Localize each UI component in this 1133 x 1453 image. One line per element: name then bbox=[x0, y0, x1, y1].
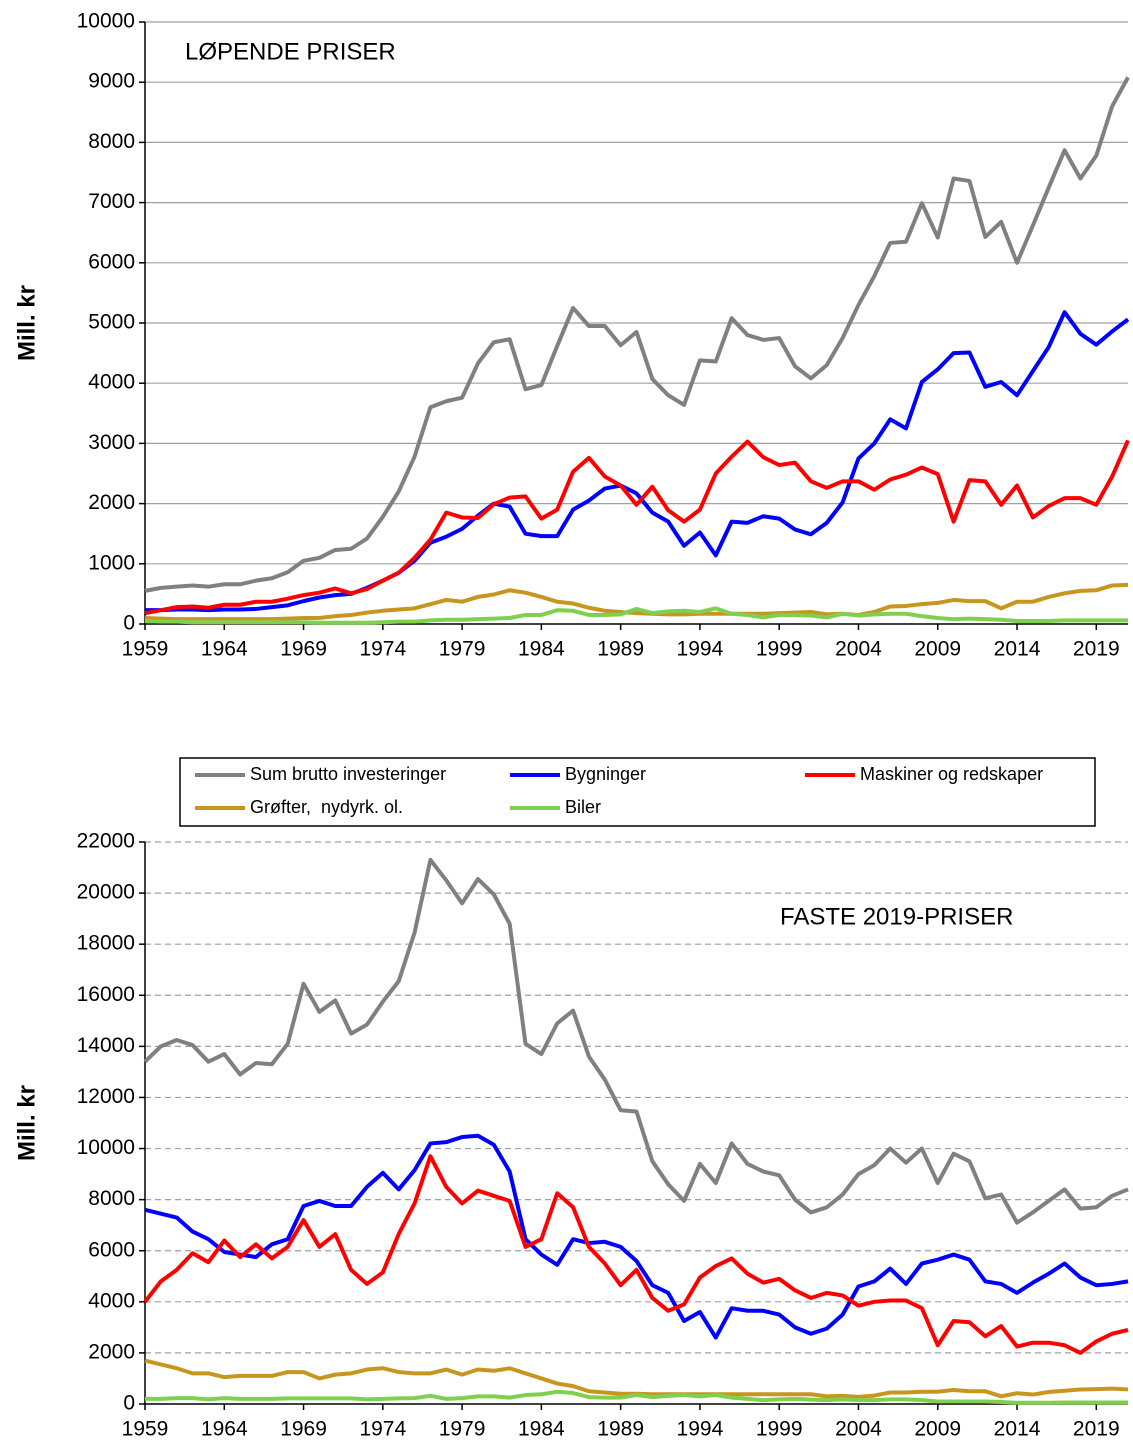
legend-label: Maskiner og redskaper bbox=[860, 764, 1043, 784]
x-tick-label: 1984 bbox=[518, 1418, 565, 1441]
y-axis-label: Mill. kr bbox=[13, 285, 40, 361]
x-tick-label: 1999 bbox=[756, 638, 803, 661]
x-tick-label: 1964 bbox=[201, 1418, 248, 1441]
x-tick-label: 1994 bbox=[677, 638, 724, 661]
series-line bbox=[144, 1358, 1129, 1399]
x-tick-label: 2019 bbox=[1073, 638, 1120, 661]
x-tick-label: 2009 bbox=[914, 1418, 961, 1441]
x-tick-label: 2014 bbox=[994, 1418, 1041, 1441]
x-tick-label: 2004 bbox=[835, 1418, 882, 1441]
x-tick-label: 1979 bbox=[439, 1418, 486, 1441]
y-tick-label: 0 bbox=[123, 1392, 135, 1415]
y-tick-label: 3000 bbox=[88, 431, 135, 454]
x-tick-label: 1959 bbox=[122, 1418, 169, 1441]
x-tick-label: 1994 bbox=[677, 1418, 724, 1441]
legend-label: Grøfter, nydyrk. ol. bbox=[250, 797, 403, 817]
y-tick-label: 10000 bbox=[77, 1136, 135, 1159]
y-axis-label: Mill. kr bbox=[13, 1085, 40, 1161]
series-line bbox=[145, 1389, 1128, 1405]
y-tick-label: 8000 bbox=[88, 1187, 135, 1210]
y-tick-label: 8000 bbox=[88, 130, 135, 153]
x-tick-label: 1959 bbox=[122, 638, 169, 661]
legend-label: Biler bbox=[565, 797, 601, 817]
y-tick-label: 9000 bbox=[88, 70, 135, 93]
y-tick-label: 14000 bbox=[77, 1034, 135, 1057]
x-tick-label: 1989 bbox=[597, 638, 644, 661]
x-tick-label: 1999 bbox=[756, 1418, 803, 1441]
legend-box bbox=[179, 757, 1096, 827]
x-tick-label: 2019 bbox=[1073, 1418, 1120, 1441]
y-tick-label: 1000 bbox=[88, 551, 135, 574]
y-tick-label: 20000 bbox=[77, 881, 135, 904]
series-line bbox=[144, 606, 1128, 625]
y-tick-label: 22000 bbox=[77, 830, 135, 853]
y-tick-label: 7000 bbox=[88, 190, 135, 213]
x-tick-label: 1969 bbox=[280, 638, 327, 661]
y-tick-label: 0 bbox=[123, 612, 135, 635]
chart-title: FASTE 2019-PRISER bbox=[780, 903, 1013, 930]
y-tick-label: 4000 bbox=[88, 1289, 135, 1312]
y-tick-label: 16000 bbox=[77, 983, 135, 1006]
y-tick-label: 5000 bbox=[88, 311, 135, 334]
x-tick-label: 1989 bbox=[597, 1418, 644, 1441]
y-tick-label: 6000 bbox=[88, 1238, 135, 1261]
series-line bbox=[143, 857, 1129, 1225]
x-tick-label: 1974 bbox=[359, 638, 406, 661]
series-line bbox=[145, 310, 1130, 613]
y-tick-label: 18000 bbox=[77, 932, 135, 955]
series-line bbox=[144, 439, 1130, 616]
x-tick-label: 2014 bbox=[994, 638, 1041, 661]
y-tick-label: 2000 bbox=[88, 491, 135, 514]
chart-title: LØPENDE PRISER bbox=[185, 38, 396, 65]
series-line bbox=[144, 582, 1129, 622]
series-line bbox=[144, 76, 1130, 593]
x-tick-label: 1964 bbox=[201, 638, 248, 661]
series-line bbox=[143, 1154, 1129, 1355]
legend-label: Sum brutto investeringer bbox=[250, 764, 446, 784]
legend-label: Bygninger bbox=[565, 764, 646, 784]
x-tick-label: 2009 bbox=[914, 638, 961, 661]
y-tick-label: 2000 bbox=[88, 1340, 135, 1363]
series-line bbox=[144, 1133, 1129, 1340]
y-tick-label: 6000 bbox=[88, 250, 135, 273]
x-tick-label: 2004 bbox=[835, 638, 882, 661]
x-tick-label: 1974 bbox=[359, 1418, 406, 1441]
x-tick-label: 1979 bbox=[439, 638, 486, 661]
x-tick-label: 1969 bbox=[280, 1418, 327, 1441]
y-tick-label: 12000 bbox=[77, 1085, 135, 1108]
y-tick-label: 10000 bbox=[77, 10, 135, 33]
x-tick-label: 1984 bbox=[518, 638, 565, 661]
y-tick-label: 4000 bbox=[88, 371, 135, 394]
